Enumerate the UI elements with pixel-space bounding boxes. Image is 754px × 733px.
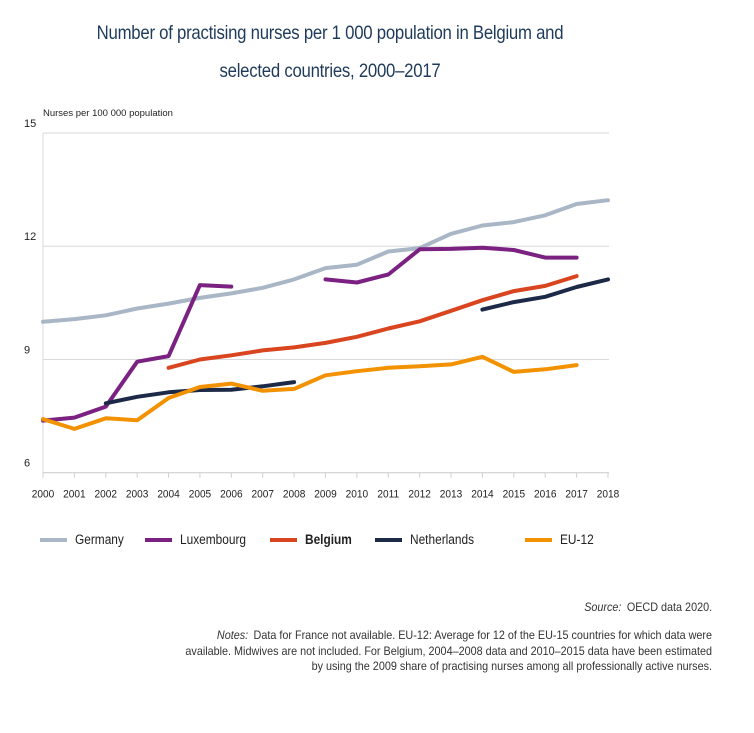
x-tick-label: 2012 [408, 488, 431, 500]
legend-label: EU-12 [560, 532, 594, 547]
x-tick-label: 2017 [565, 488, 588, 500]
chart-title: Number of practising nurses per 1 000 po… [46, 14, 614, 90]
x-tick-label: 2000 [32, 488, 55, 500]
y-axis-label: Nurses per 100 000 population [43, 108, 173, 119]
legend-swatch [375, 537, 402, 542]
series-luxembourg [41, 245, 579, 423]
notes: Notes: Data for France not available. EU-… [172, 628, 712, 675]
series-line [41, 283, 234, 423]
y-axis-ticks: 6 9 12 15 [24, 118, 36, 470]
x-tick-label: 2013 [440, 488, 463, 500]
series-line [41, 354, 579, 431]
series-line [41, 198, 610, 324]
x-tick-label: 2001 [63, 488, 86, 500]
legend-item: Luxembourg [145, 532, 255, 547]
legend-item: Belgium [270, 532, 358, 547]
series-belgium [166, 274, 579, 370]
legend-item: EU-12 [525, 532, 598, 547]
y-tick-label: 12 [24, 231, 36, 243]
x-tick-label: 2004 [157, 488, 180, 500]
legend-label: Luxembourg [180, 532, 247, 547]
series-line [480, 277, 610, 312]
chart-title-line-2: selected countries, 2000–2017 [219, 60, 441, 82]
y-tick-label: 6 [24, 458, 30, 470]
series-germany [41, 198, 610, 324]
legend-item: Netherlands [375, 532, 483, 547]
x-tick-label: 2008 [283, 488, 306, 500]
notes-text: Data for France not available. EU-12: Av… [185, 628, 712, 673]
x-tick-label: 2016 [534, 488, 557, 500]
y-tick-label: 9 [24, 344, 30, 356]
x-tick-label: 2006 [220, 488, 243, 500]
chart-title-line-1: Number of practising nurses per 1 000 po… [96, 22, 564, 44]
source-note: Source: OECD data 2020. [584, 600, 712, 614]
legend-label: Belgium [305, 532, 352, 547]
x-tick-label: 2018 [597, 488, 620, 500]
legend-swatch [525, 537, 552, 542]
legend-label: Germany [75, 532, 124, 547]
x-tick-label: 2003 [126, 488, 149, 500]
legend-label: Netherlands [410, 532, 475, 547]
legend-swatch [270, 537, 297, 542]
x-tick-label: 2014 [471, 488, 494, 500]
source-text: OECD data 2020. [626, 600, 712, 614]
x-axis: 2000 2001 2002 2003 2004 2005 2006 2007 2008 2009… [32, 472, 620, 501]
x-tick-label: 2015 [503, 488, 526, 500]
y-tick-label: 15 [24, 118, 36, 130]
x-tick-label: 2002 [95, 488, 118, 500]
x-tick-label: 2010 [346, 488, 369, 500]
x-tick-label: 2011 [377, 488, 399, 500]
series-eu-12 [41, 354, 579, 431]
series-line [323, 245, 579, 285]
line-chart: Nurses per 100 000 population 6 9 12 15 200… [24, 108, 620, 501]
legend-item: Germany [40, 532, 131, 547]
series-netherlands [103, 277, 610, 406]
x-tick-label: 2009 [314, 488, 337, 500]
legend-swatch [40, 537, 67, 542]
series-line [103, 380, 297, 406]
notes-label: Notes: [216, 628, 249, 642]
series-line [166, 274, 579, 370]
x-tick-label: 2007 [251, 488, 274, 500]
legend-swatch [145, 537, 172, 542]
x-tick-label: 2005 [189, 488, 212, 500]
series-lines [41, 198, 610, 431]
gridlines [42, 132, 609, 473]
source-label: Source: [584, 600, 622, 614]
